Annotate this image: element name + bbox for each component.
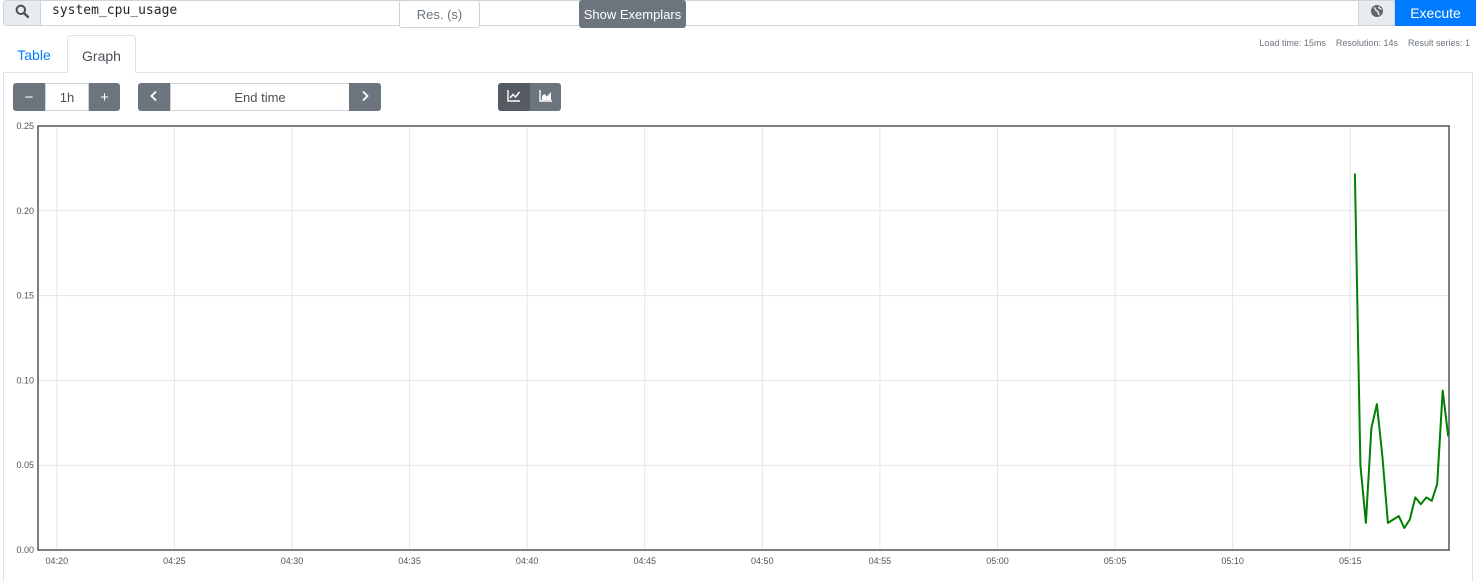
search-button[interactable] (3, 0, 40, 26)
metrics-explorer-button[interactable] (1359, 0, 1395, 26)
chart-series (1353, 173, 1450, 529)
x-tick-label: 04:25 (163, 556, 186, 566)
x-tick-label: 04:55 (869, 556, 892, 566)
expression-input[interactable]: system_cpu_usage (40, 0, 1359, 26)
x-tick-label: 04:50 (751, 556, 774, 566)
load-time: Load time: 15ms (1259, 38, 1326, 48)
x-tick-label: 04:45 (633, 556, 656, 566)
y-tick-label: 0.00 (16, 545, 34, 555)
x-tick-label: 04:40 (516, 556, 539, 566)
previous-time-button[interactable] (138, 83, 170, 111)
y-tick-label: 0.10 (16, 375, 34, 385)
area-chart-icon (538, 89, 553, 106)
graph-chart: 0.00 0.05 0.10 0.15 0.20 0.25 04:20 04:25 04:30 0… (16, 121, 1450, 566)
next-time-button[interactable] (349, 83, 381, 111)
end-time-input[interactable]: End time (170, 83, 350, 111)
y-tick-label: 0.25 (16, 121, 34, 131)
line-chart-button[interactable] (498, 83, 530, 111)
query-stats: Load time: 15ms Resolution: 14s Result s… (1259, 38, 1470, 48)
increase-range-button[interactable]: + (89, 83, 120, 111)
chart-mode-toggle (498, 83, 561, 111)
x-tick-label: 05:00 (986, 556, 1009, 566)
range-control: − 1h + (13, 83, 120, 111)
series-line (1353, 173, 1450, 529)
chevron-left-icon (149, 89, 159, 106)
query-bar: system_cpu_usage Execute (0, 0, 1476, 26)
globe-icon (1370, 4, 1384, 23)
x-tick-label: 04:35 (398, 556, 421, 566)
x-tick-label: 05:05 (1104, 556, 1127, 566)
chevron-right-icon (360, 89, 370, 106)
x-tick-label: 04:30 (281, 556, 304, 566)
result-series-count: Result series: 1 (1407, 38, 1470, 48)
resolution-stat: Resolution: 14s (1335, 38, 1398, 48)
end-time-control: End time (138, 83, 381, 111)
y-tick-label: 0.05 (16, 460, 34, 470)
x-tick-label: 04:20 (46, 556, 69, 566)
line-chart-icon (507, 89, 521, 106)
resolution-input[interactable]: Res. (s) (399, 0, 480, 28)
y-tick-label: 0.15 (16, 291, 34, 301)
tab-table[interactable]: Table (17, 47, 51, 63)
decrease-range-button[interactable]: − (13, 83, 45, 111)
chart-grid (38, 125, 1449, 551)
stacked-chart-button[interactable] (530, 83, 561, 111)
plot-frame (37, 125, 1450, 551)
x-tick-label: 05:15 (1339, 556, 1362, 566)
show-exemplars-button[interactable]: Show Exemplars (579, 0, 686, 28)
execute-button[interactable]: Execute (1395, 0, 1476, 26)
range-input[interactable]: 1h (45, 83, 89, 111)
graph-panel (3, 72, 1473, 582)
chart-axes: 0.00 0.05 0.10 0.15 0.20 0.25 04:20 04:25 04:30 0… (16, 121, 1450, 566)
tab-graph[interactable]: Graph (67, 35, 136, 73)
x-tick-label: 05:10 (1221, 556, 1244, 566)
search-icon (15, 4, 30, 23)
y-tick-label: 0.20 (16, 206, 34, 216)
